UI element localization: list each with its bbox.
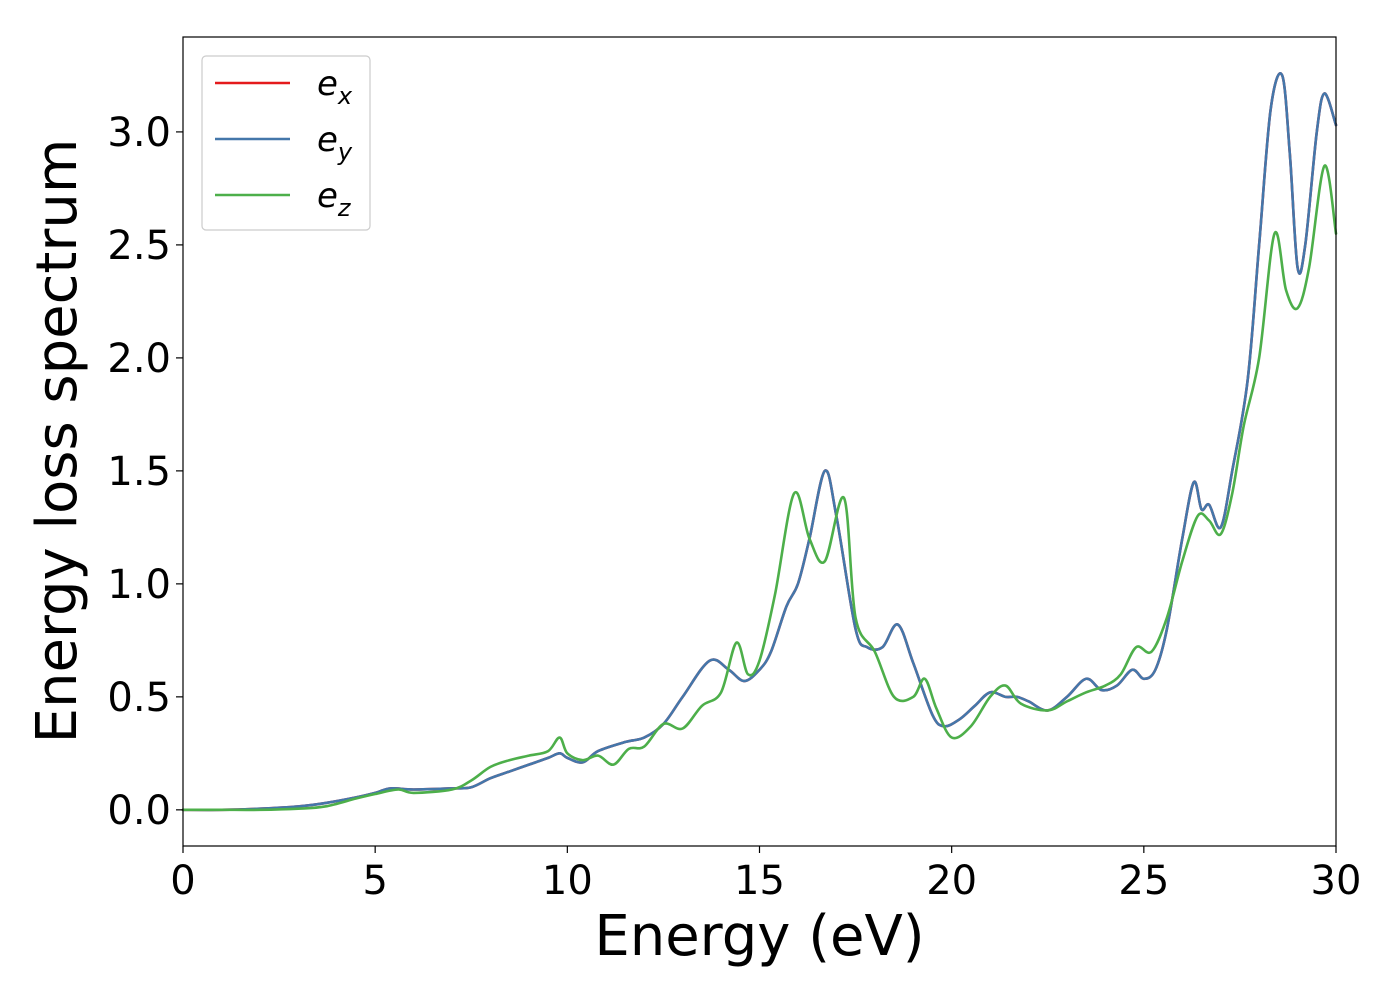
y-tick-label: 0.0 [107,788,171,834]
x-tick-label: 30 [1311,858,1362,904]
y-axis: 0.0 0.5 1.0 1.5 2.0 2.5 3.0 [107,110,183,834]
y-axis-title: Energy loss spectrum [25,139,90,744]
y-tick-label: 1.0 [107,562,171,608]
x-tick-label: 15 [734,858,785,904]
x-tick-label: 10 [542,858,593,904]
x-tick-label: 25 [1118,858,1169,904]
x-tick-label: 20 [926,858,977,904]
x-tick-label: 5 [362,858,387,904]
series-layer [181,72,1338,812]
y-tick-label: 3.0 [107,110,171,156]
y-tick-label: 0.5 [107,675,171,721]
y-tick-label: 2.5 [107,223,171,269]
legend-frame [201,55,371,231]
x-tick-label: 0 [170,858,195,904]
x-axis-title: Energy (eV) [594,904,924,969]
series-line-ez [181,164,1338,812]
series-line-ey [181,72,1338,812]
y-tick-label: 2.0 [107,336,171,382]
x-axis: 0 5 10 15 20 25 30 [170,846,1361,904]
y-tick-label: 1.5 [107,449,171,495]
plot-background [183,37,1336,846]
